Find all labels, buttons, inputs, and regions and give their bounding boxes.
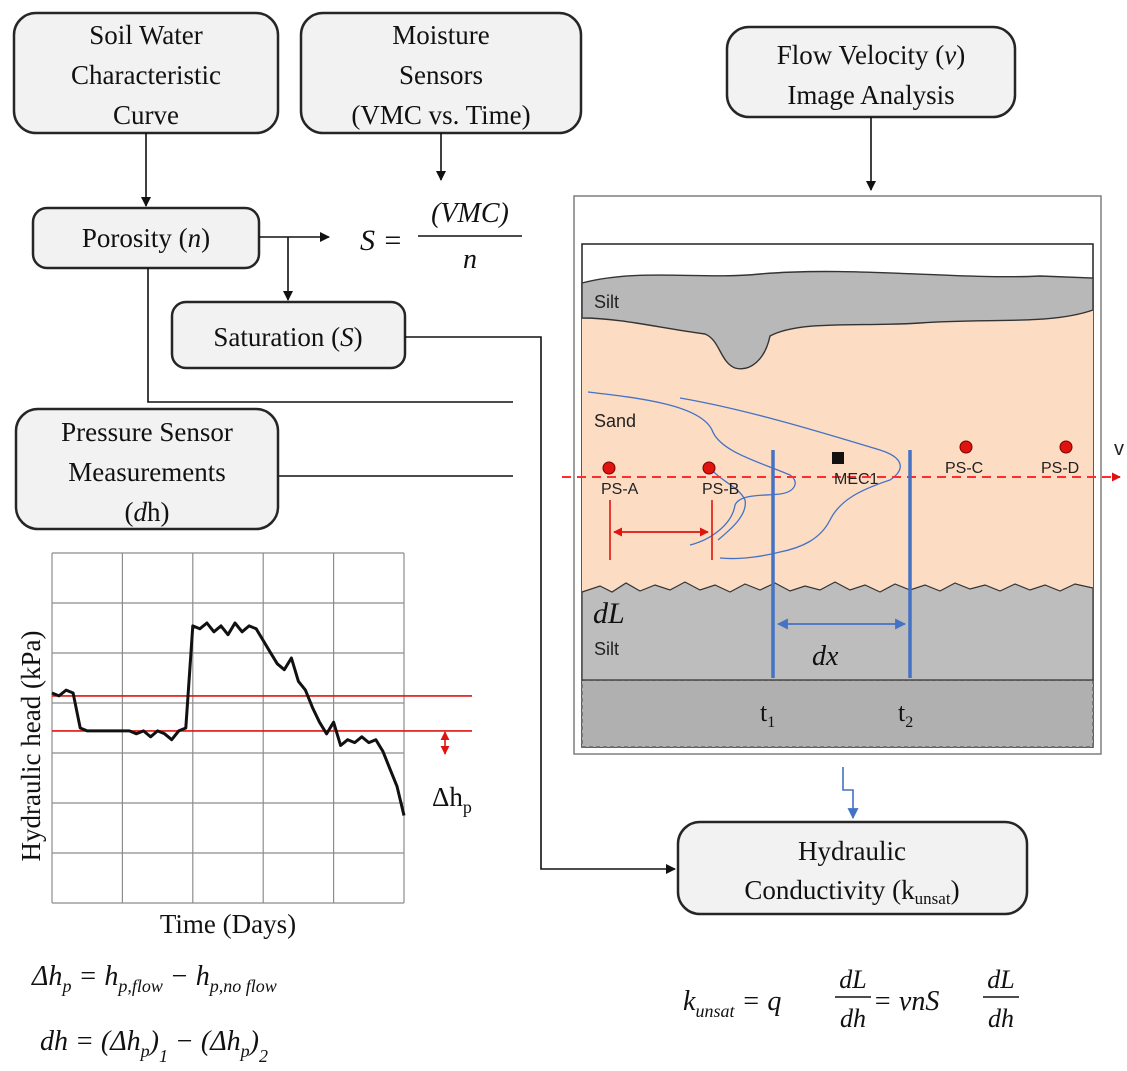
chart-delta-label: Δhp [432,782,472,817]
chart-series-line [51,621,406,816]
t2-label: t2 [898,698,913,731]
profile-to-conductivity-arrow [842,767,859,820]
silt-top-layer [581,270,1094,370]
silt-bottom-layer [581,581,1094,681]
silt-top-label: Silt [594,292,619,312]
porosity-box: Porosity (n) [31,206,261,270]
moisture-line-2: Sensors [399,60,483,90]
porosity-to-profile-connector [147,268,513,403]
chart-grid [51,552,405,904]
dL-label: dL [593,597,625,630]
saturation-label: Saturation (S) [213,322,362,352]
kunsat-num-2: dL [987,965,1014,994]
saturation-to-conductivity-connector [405,336,676,874]
kunsat-mid: = vnS [873,986,939,1017]
sensor-ps-a-label: PS-A [601,481,639,498]
moisture-line-3: (VMC vs. Time) [351,100,530,130]
base-layer [581,679,1094,748]
sand-label: Sand [594,411,636,431]
moisture-line-1: Moisture [392,20,490,50]
porosity-label: Porosity (n) [82,223,210,253]
sensor-ps-d [1059,440,1073,454]
wetting-front-1 [587,391,796,546]
kunsat-equation: kunsat = q dL dh = vnS dL dh [683,965,1019,1033]
sensor-ps-d-label: PS-D [1041,460,1079,477]
sensor-mec1 [832,452,844,464]
soil-profile: Silt Sand Silt v PS-A PS-B MEC1 PS-C PS-… [562,195,1124,755]
sensor-ps-b [702,461,716,475]
flow-velocity-line-1: Flow Velocity (v) [777,40,965,70]
pressure-line-3: (dh) [125,497,170,527]
kunsat-den-1: dh [840,1004,866,1033]
chart-y-axis-label: Hydraulic head (kPa) [16,631,46,862]
sensor-ps-a [602,461,616,475]
flow-velocity-box: Flow Velocity (v) Image Analysis [725,25,1017,119]
pressure-line-1: Pressure Sensor [61,417,233,447]
sensor-ps-c-label: PS-C [945,460,983,477]
dh-equation: dh = (Δhp)1 − (Δhp)2 [40,1026,268,1066]
saturation-eq-numerator: (VMC) [431,198,509,229]
kunsat-num-1: dL [839,965,866,994]
velocity-label: v [1114,438,1124,460]
wetting-front-3 [711,469,746,541]
pressure-line-2: Measurements [68,457,225,487]
swcc-line-1: Soil Water [89,20,203,50]
hydraulic-conductivity-box: Hydraulic Conductivity (kunsat) [676,820,1029,916]
sensor-ps-c [959,440,973,454]
t1-label: t1 [760,698,775,731]
moisture-sensors-box: Moisture Sensors (VMC vs. Time) [299,11,583,135]
saturation-eq-denominator: n [463,244,477,275]
sensor-ps-b-label: PS-B [702,481,739,498]
pressure-sensor-box: Pressure Sensor Measurements (dh) [14,407,280,531]
dx-label: dx [812,641,839,672]
flow-velocity-line-2: Image Analysis [787,80,954,110]
saturation-equation: S = (VMC) n [360,198,522,275]
sensor-mec1-label: MEC1 [834,471,879,488]
delta-hp-equation: Δhp = hp,flow − hp,no flow [31,961,277,996]
kunsat-den-2: dh [988,1004,1014,1033]
kunsat-lhs: kunsat = q [683,986,781,1021]
silt-bottom-label: Silt [594,639,619,659]
swcc-line-3: Curve [113,100,179,130]
wetting-front-2 [679,397,901,560]
hydraulic-line-1: Hydraulic [798,836,906,866]
hydraulic-line-2: Conductivity (kunsat) [744,875,959,908]
saturation-eq-lhs: S = [360,224,403,257]
chart-x-axis-label: Time (Days) [160,909,296,939]
chart-reference-lines [52,695,472,732]
swcc-line-2: Characteristic [71,60,221,90]
swcc-box: Soil Water Characteristic Curve [12,11,280,135]
saturation-box: Saturation (S) [170,300,407,370]
hydraulic-head-chart: Δhp Time (Days) Hydraulic head (kPa) [16,552,472,939]
